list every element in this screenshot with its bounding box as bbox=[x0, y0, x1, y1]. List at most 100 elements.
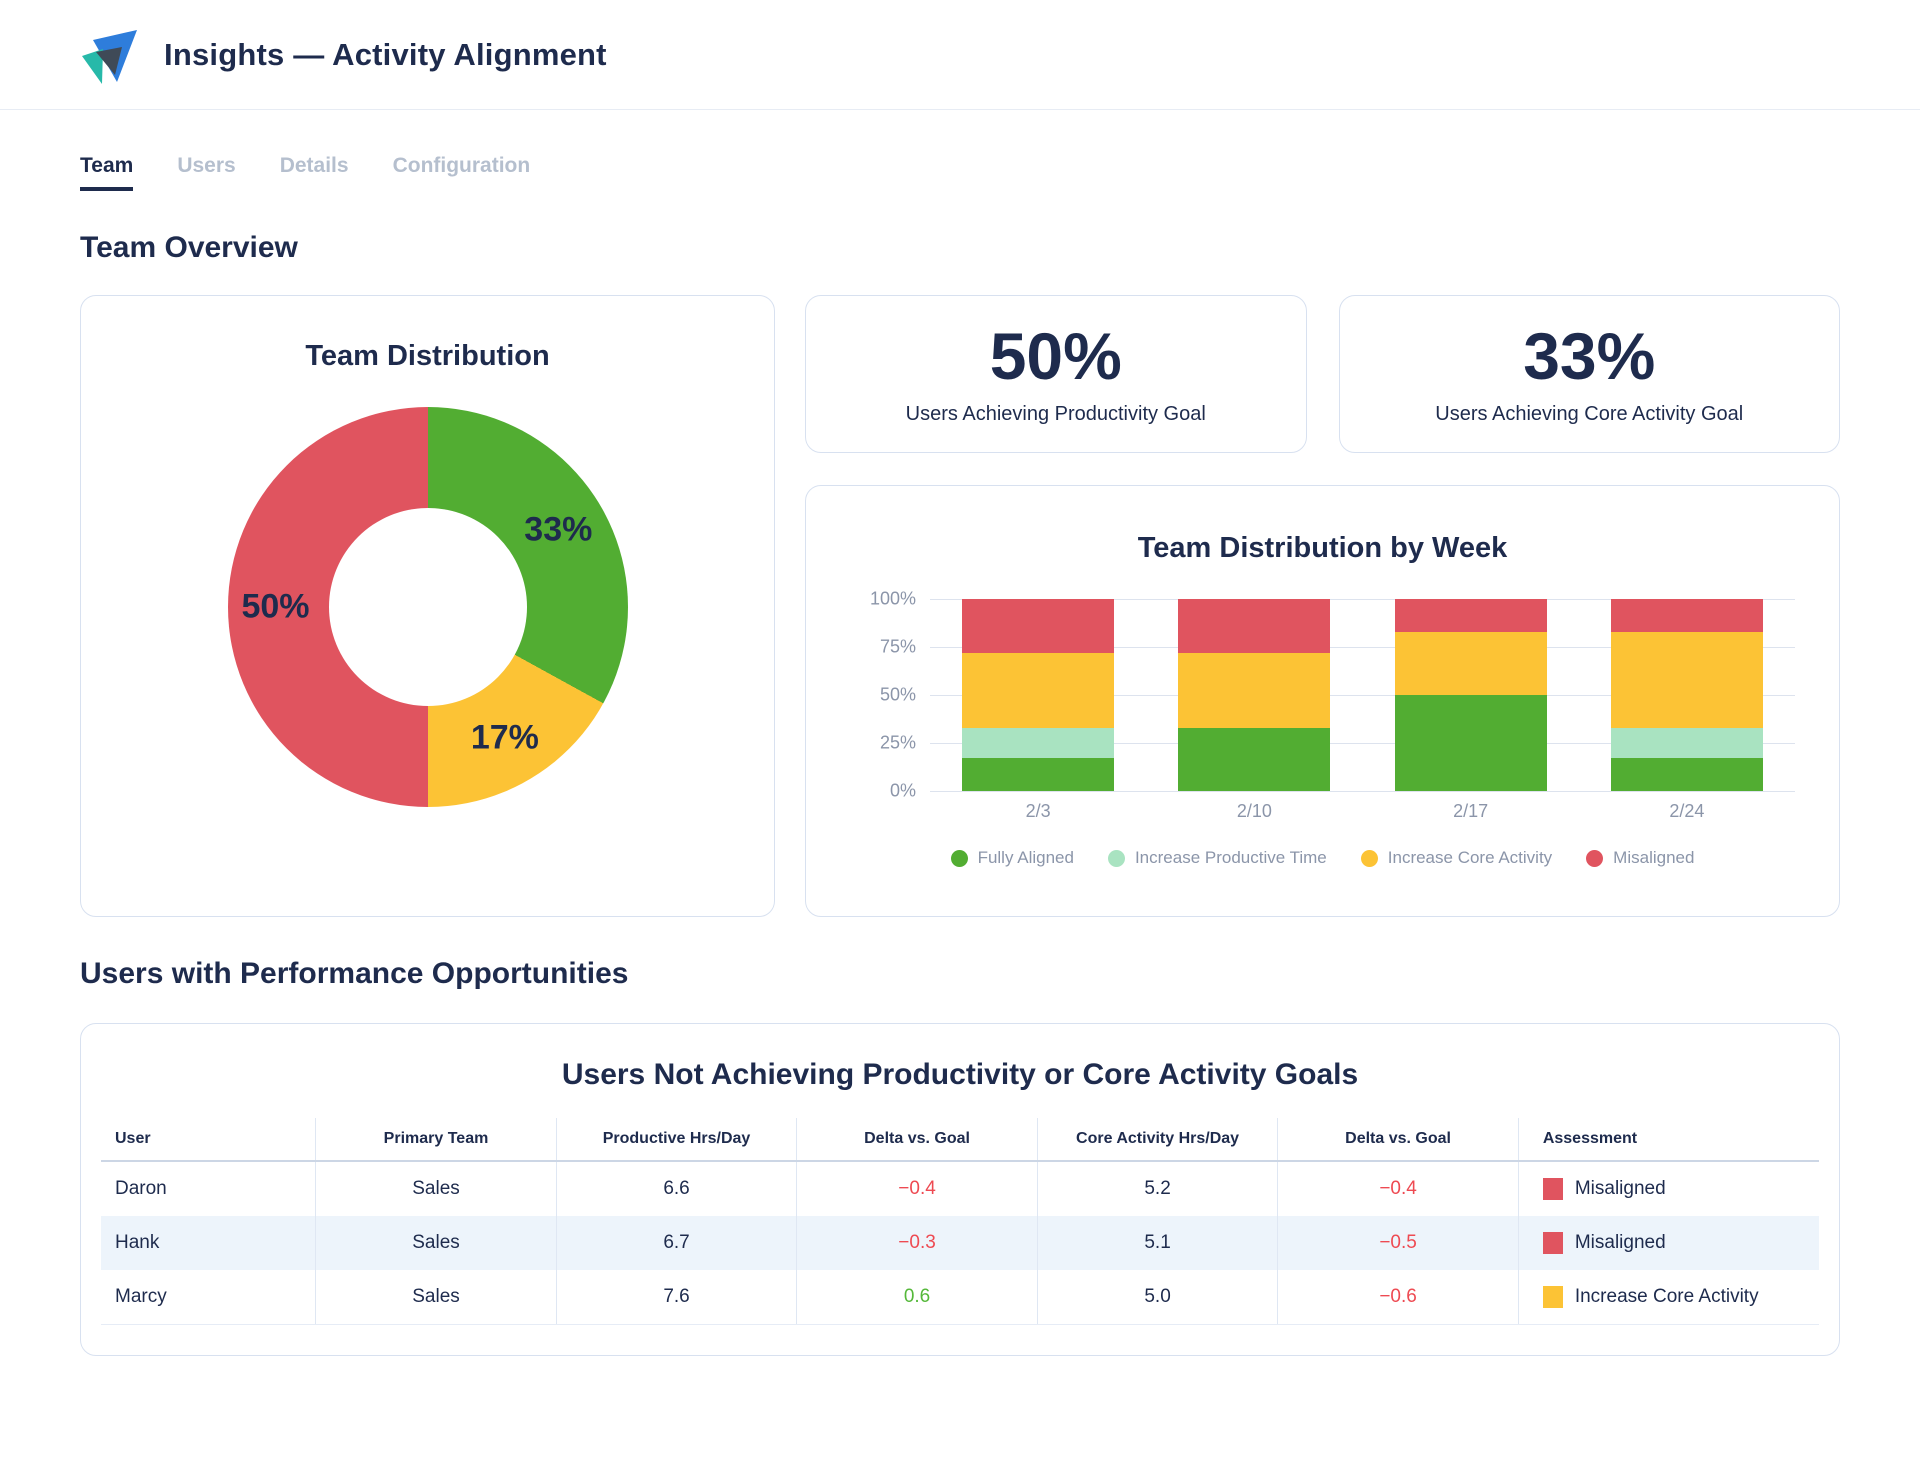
kpi-value: 33% bbox=[1523, 318, 1656, 393]
performance-table-title: Users Not Achieving Productivity or Core… bbox=[561, 1058, 1359, 1091]
column-header: Assessment bbox=[1517, 1118, 1819, 1162]
donut-chart-title: Team Distribution bbox=[305, 340, 550, 372]
bar-segment bbox=[1178, 599, 1331, 653]
bar-segment bbox=[962, 652, 1115, 728]
bar-segment bbox=[1610, 727, 1763, 759]
legend-item[interactable]: Misaligned bbox=[1586, 848, 1694, 868]
performance-table: User Primary Team Productive Hrs/Day Delta … bbox=[101, 1118, 1819, 1325]
assessment: Increase Core Activity bbox=[1527, 1286, 1811, 1308]
table-cell: −0.6 bbox=[1277, 1270, 1519, 1325]
assessment-label: Misaligned bbox=[1574, 1178, 1666, 1199]
table-cell: 6.6 bbox=[555, 1161, 797, 1216]
legend-label: Fully Aligned bbox=[977, 848, 1074, 867]
x-axis-tick-label: 2/17 bbox=[1453, 801, 1489, 821]
column-header: Delta vs. Goal bbox=[796, 1118, 1038, 1162]
bar-segment bbox=[962, 758, 1115, 791]
kpi-productivity-goal-card: 50% Users Achieving Productivity Goal bbox=[805, 295, 1307, 453]
bar-segment bbox=[962, 599, 1115, 653]
performance-table-card: Users Not Achieving Productivity or Core… bbox=[80, 1023, 1840, 1356]
table-cell: −0.4 bbox=[796, 1161, 1038, 1216]
tab-users[interactable]: Users bbox=[177, 154, 236, 177]
legend-item[interactable]: Fully Aligned bbox=[950, 848, 1074, 868]
table-row: Marcy Sales 7.6 0.6 5.0 −0.6 Increase Core Act… bbox=[101, 1270, 1819, 1325]
kpi-value: 50% bbox=[989, 318, 1122, 393]
tab-details[interactable]: Details bbox=[279, 154, 349, 177]
assessment-cell: Misaligned bbox=[1517, 1216, 1819, 1270]
stacked-bar-2/3 bbox=[962, 599, 1115, 791]
stacked-bar-2/17 bbox=[1394, 599, 1547, 791]
table-cell: 5.1 bbox=[1036, 1216, 1278, 1270]
assessment-label: Misaligned bbox=[1574, 1232, 1666, 1253]
page-title: Insights — Activity Alignment bbox=[164, 36, 607, 72]
stacked-bar-2/24 bbox=[1610, 599, 1763, 791]
gridline: 100% bbox=[870, 589, 1795, 609]
table-header-row: User Primary Team Productive Hrs/Day Delta … bbox=[101, 1118, 1819, 1162]
team-distribution-donut: 33% 17% 50% bbox=[227, 407, 628, 807]
table-cell: −0.3 bbox=[796, 1216, 1038, 1270]
team-distribution-card: Team Distribution 33% 17% 50% bbox=[80, 295, 775, 917]
donut-slice-label: 17% bbox=[470, 718, 539, 757]
week-chart-bars bbox=[930, 599, 1795, 791]
kpi-core-activity-goal-card: 33% Users Achieving Core Activity Goal bbox=[1338, 295, 1840, 453]
assessment-swatch-icon bbox=[1542, 1232, 1563, 1254]
legend-dot-icon bbox=[1107, 849, 1125, 867]
column-header: Delta vs. Goal bbox=[1277, 1118, 1519, 1162]
donut-slice-label: 33% bbox=[524, 510, 593, 549]
tab-bar: Team Users Details Configuration bbox=[80, 154, 1840, 191]
stacked-bar-2/10 bbox=[1178, 599, 1331, 791]
legend-dot-icon bbox=[1360, 849, 1378, 867]
gridline: 75% bbox=[880, 637, 1795, 657]
table-row: Daron Sales 6.6 −0.4 5.2 −0.4 Misaligned bbox=[101, 1161, 1819, 1216]
app-header: Insights — Activity Alignment bbox=[0, 0, 1920, 110]
performance-heading: Users with Performance Opportunities bbox=[80, 957, 629, 990]
table-row: Hank Sales 6.7 −0.3 5.1 −0.5 Misaligned bbox=[101, 1216, 1819, 1270]
team-overview-heading: Team Overview bbox=[80, 231, 298, 264]
assessment-cell: Misaligned bbox=[1517, 1161, 1819, 1216]
table-body: Daron Sales 6.6 −0.4 5.2 −0.4 Misaligned Hank Sa… bbox=[101, 1161, 1819, 1325]
bar-segment bbox=[1394, 695, 1547, 791]
column-header: Core Activity Hrs/Day bbox=[1036, 1118, 1278, 1162]
assessment-swatch-icon bbox=[1542, 1178, 1563, 1200]
week-chart-title: Team Distribution by Week bbox=[1137, 532, 1508, 564]
table-cell: Sales bbox=[315, 1270, 557, 1325]
kpi-label: Users Achieving Productivity Goal bbox=[905, 402, 1206, 425]
bar-segment bbox=[1394, 631, 1547, 695]
x-axis-tick-label: 2/24 bbox=[1669, 801, 1705, 821]
y-axis-tick-label: 25% bbox=[879, 732, 916, 753]
assessment-swatch-icon bbox=[1542, 1286, 1563, 1308]
team-distribution-by-week-card: Team Distribution by Week 0% 25% 50% 75% 100… bbox=[805, 485, 1840, 917]
tab-configuration[interactable]: Configuration bbox=[392, 154, 531, 177]
x-axis-tick-label: 2/10 bbox=[1236, 801, 1272, 821]
x-axis-tick-label: 2/3 bbox=[1025, 801, 1051, 821]
column-header: User bbox=[101, 1118, 316, 1162]
table-cell: 5.2 bbox=[1036, 1161, 1278, 1216]
assessment: Misaligned bbox=[1527, 1178, 1811, 1200]
bar-segment bbox=[1610, 599, 1763, 632]
legend-dot-icon bbox=[950, 849, 968, 867]
kpi-row: 50% Users Achieving Productivity Goal 33… bbox=[805, 295, 1840, 453]
legend-dot-icon bbox=[1586, 849, 1604, 867]
gridline: 25% bbox=[880, 733, 1795, 753]
bar-segment bbox=[962, 727, 1115, 759]
legend-label: Misaligned bbox=[1613, 848, 1695, 867]
table-cell: Hank bbox=[115, 1232, 160, 1253]
legend-item[interactable]: Increase Productive Time bbox=[1107, 848, 1327, 868]
table-cell: Sales bbox=[315, 1161, 557, 1216]
table-cell: 7.6 bbox=[555, 1270, 797, 1325]
tab-team[interactable]: Team bbox=[80, 154, 134, 191]
table-cell: −0.4 bbox=[1277, 1161, 1519, 1216]
gridline: 0% bbox=[890, 781, 1795, 801]
table-cell: 0.6 bbox=[796, 1270, 1038, 1325]
donut-chart-wrap: 33% 17% 50% bbox=[81, 407, 774, 807]
kpi-label: Users Achieving Core Activity Goal bbox=[1435, 402, 1744, 425]
column-header: Primary Team bbox=[315, 1118, 557, 1162]
column-header: Productive Hrs/Day bbox=[555, 1118, 797, 1162]
bar-segment bbox=[1178, 652, 1331, 728]
y-axis-tick-label: 50% bbox=[879, 684, 916, 705]
y-axis-tick-label: 0% bbox=[889, 780, 916, 801]
legend-item[interactable]: Increase Core Activity bbox=[1360, 848, 1552, 868]
bar-segment bbox=[1178, 727, 1331, 791]
week-chart-x-axis: 2/3 2/10 2/17 2/24 bbox=[930, 801, 1795, 822]
team-overview-grid: Team Distribution 33% 17% 50% 50% Users Ac… bbox=[80, 295, 1840, 917]
assessment-cell: Increase Core Activity bbox=[1517, 1270, 1819, 1325]
